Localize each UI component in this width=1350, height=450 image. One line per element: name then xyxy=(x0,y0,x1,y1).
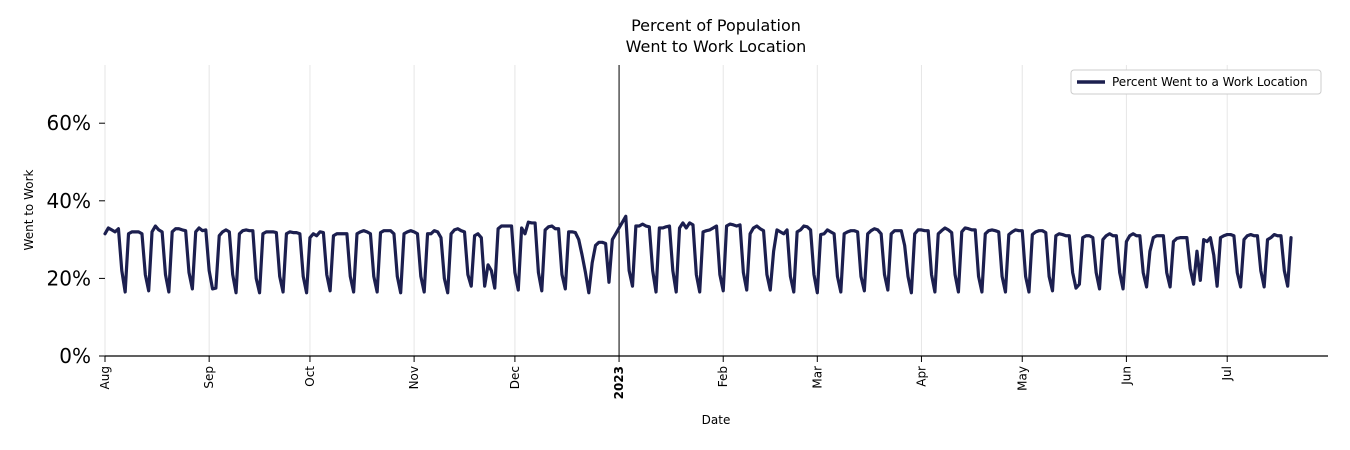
y-tick-label: 0% xyxy=(59,344,91,368)
x-tick-label: Sep xyxy=(202,366,216,389)
x-axis-ticks: Aug Sep Oct Nov Dec 2023 Feb Mar Apr May Jun Jul xyxy=(98,356,1234,399)
y-axis-label: Went to Work xyxy=(22,169,36,250)
x-tick-label: Jul xyxy=(1220,366,1234,381)
x-tick-label: Nov xyxy=(407,366,421,389)
y-tick-label: 40% xyxy=(47,189,91,213)
series-line-percent-went-to-work xyxy=(103,214,1293,295)
x-tick-label: Oct xyxy=(303,366,317,387)
chart-title-line1: Percent of Population xyxy=(631,16,801,35)
legend-box xyxy=(1070,69,1322,95)
legend: Percent Went to a Work Location xyxy=(1070,69,1322,95)
x-tick-label: Apr xyxy=(914,366,928,387)
chart-title-line2: Went to Work Location xyxy=(626,37,807,56)
x-axis-label: Date xyxy=(702,413,731,427)
y-tick-label: 60% xyxy=(47,111,91,135)
x-tick-label: Mar xyxy=(810,366,824,389)
x-tick-label: Feb xyxy=(716,366,730,387)
x-gridlines xyxy=(104,65,1228,356)
x-tick-label: Dec xyxy=(508,366,522,389)
y-tick-label: 20% xyxy=(47,266,91,290)
x-tick-label: May xyxy=(1015,366,1029,391)
x-tick-label: 2023 xyxy=(612,366,626,399)
y-axis-ticks: 0% 20% 40% 60% xyxy=(47,111,105,368)
x-tick-label: Jun xyxy=(1119,366,1133,386)
x-tick-label: Aug xyxy=(98,366,112,389)
legend-label: Percent Went to a Work Location xyxy=(1112,75,1308,89)
